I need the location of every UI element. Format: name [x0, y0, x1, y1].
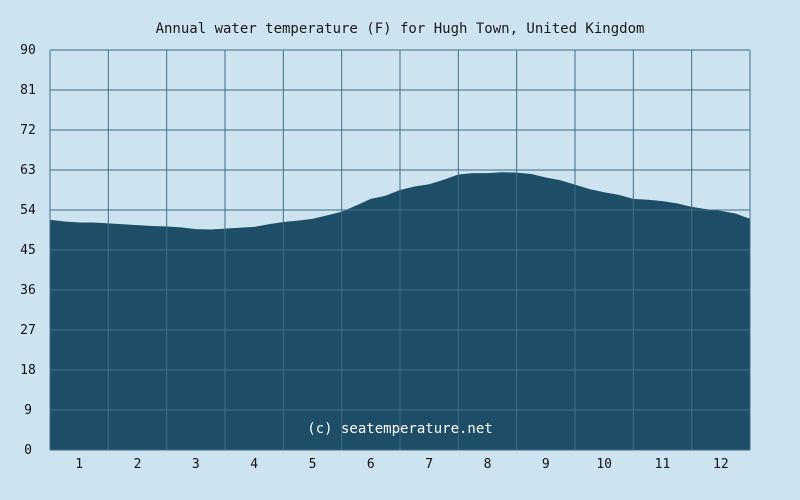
y-tick-label: 36 — [20, 283, 36, 298]
x-tick-label: 8 — [484, 457, 492, 472]
y-tick-label: 54 — [20, 203, 36, 218]
x-tick-label: 11 — [655, 457, 671, 472]
x-tick-label: 12 — [713, 457, 729, 472]
chart-title: Annual water temperature (F) for Hugh To… — [156, 21, 645, 37]
watermark-credit: (c) seatemperature.net — [307, 421, 492, 437]
y-tick-label: 18 — [20, 363, 36, 378]
y-tick-label: 72 — [20, 123, 36, 138]
x-tick-label: 10 — [596, 457, 612, 472]
grid-layer — [49, 49, 751, 451]
y-axis-ticks: 0 9 18 27 36 45 54 63 72 81 90 — [20, 43, 36, 458]
x-tick-label: 7 — [425, 457, 433, 472]
x-tick-label: 6 — [367, 457, 375, 472]
x-tick-label: 3 — [192, 457, 200, 472]
y-tick-label: 90 — [20, 43, 36, 58]
y-tick-label: 63 — [20, 163, 36, 178]
x-tick-label: 9 — [542, 457, 550, 472]
x-tick-label: 5 — [309, 457, 317, 472]
y-tick-label: 9 — [24, 403, 32, 418]
y-tick-label: 0 — [24, 443, 32, 458]
x-axis-ticks: 1 2 3 4 5 6 7 8 9 10 11 12 — [75, 457, 728, 472]
x-tick-label: 2 — [134, 457, 142, 472]
x-tick-label: 1 — [75, 457, 83, 472]
y-tick-label: 27 — [20, 323, 36, 338]
x-tick-label: 4 — [250, 457, 258, 472]
y-tick-label: 81 — [20, 83, 36, 98]
y-tick-label: 45 — [20, 243, 36, 258]
